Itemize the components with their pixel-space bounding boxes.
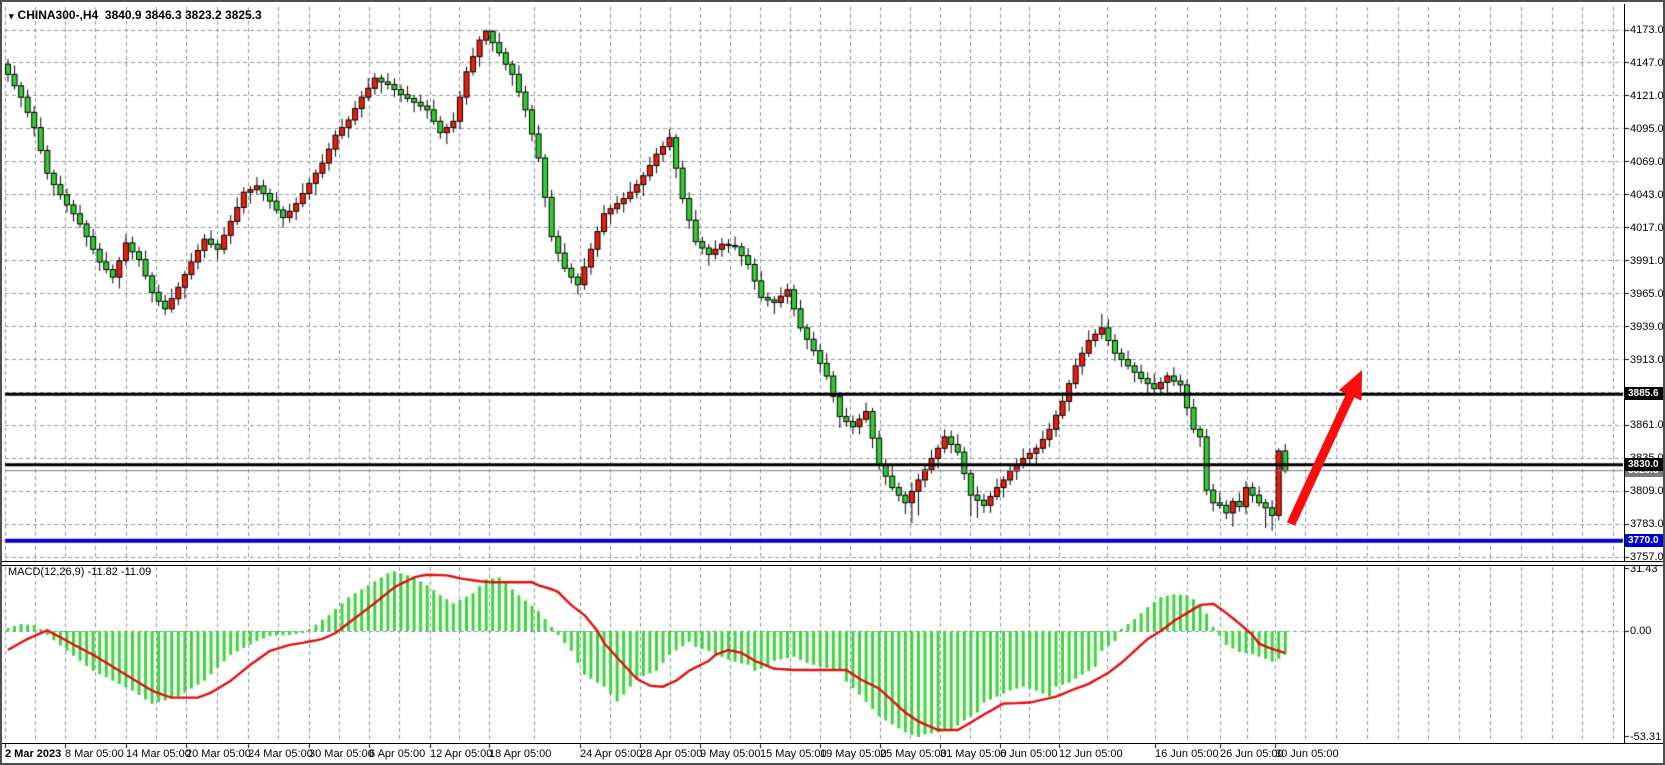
time-axis-label: 16 Jun 05:00 — [1155, 748, 1219, 760]
macd-name: MACD(12,26,9) — [8, 566, 85, 578]
chart-title: ▾ CHINA300-,H4 3840.9 3846.3 3823.2 3825.… — [9, 8, 262, 22]
time-axis-label: 30 Jun 05:00 — [1275, 748, 1339, 760]
symbol-dropdown-icon[interactable]: ▾ — [9, 11, 14, 21]
price-axis-label: 4121.0 — [1630, 89, 1664, 102]
price-axis-border — [1624, 4, 1625, 744]
price-axis-label: 3757.0 — [1630, 551, 1664, 564]
time-axis-label: 6 Apr 05:00 — [369, 748, 426, 760]
price-axis-label: 4069.0 — [1630, 155, 1664, 168]
macd-signal-value: -11.09 — [120, 566, 152, 578]
price-axis-label: 3783.0 — [1630, 518, 1664, 531]
symbol-timeframe-label: CHINA300-,H4 — [17, 8, 99, 22]
time-axis-border — [2, 743, 1663, 744]
price-axis-label: 4173.0 — [1630, 24, 1664, 36]
price-axis-label: 3991.0 — [1630, 254, 1664, 267]
level-badge[interactable]: 3830.0 — [1625, 457, 1663, 471]
macd-axis-label: -53.31 — [1630, 730, 1662, 743]
time-axis-label: 30 Mar 05:00 — [309, 748, 374, 760]
time-axis-label: 2 Mar 2023 — [5, 748, 62, 760]
time-axis-label: 6 Jun 05:00 — [1000, 748, 1058, 760]
price-axis-label: 3861.0 — [1630, 419, 1664, 432]
price-axis-label: 3965.0 — [1630, 287, 1664, 300]
time-axis-label: 18 Apr 05:00 — [489, 748, 552, 760]
macd-indicator-label: MACD(12,26,9) -11.82 -11.09 — [8, 566, 151, 578]
time-axis-label: 19 May 05:00 — [820, 748, 887, 760]
price-axis-label: 3809.0 — [1630, 485, 1664, 498]
time-axis-label: 24 Mar 05:00 — [248, 748, 313, 760]
price-axis-label: 4147.0 — [1630, 56, 1664, 69]
support-badge[interactable]: 3770.0 — [1625, 533, 1663, 547]
macd-axis-label: 0.00 — [1630, 625, 1652, 637]
time-axis-label: 26 Jun 05:00 — [1220, 748, 1284, 760]
pane-separator[interactable] — [2, 561, 1663, 566]
time-axis-label: 14 Mar 05:00 — [126, 748, 191, 760]
time-axis-label: 8 Mar 05:00 — [65, 748, 124, 760]
price-axis-label: 4095.0 — [1630, 122, 1664, 135]
time-axis-label: 12 Apr 05:00 — [430, 748, 493, 760]
time-axis-label: 15 May 05:00 — [760, 748, 827, 760]
ohlc-values: 3840.9 3846.3 3823.2 3825.3 — [104, 8, 262, 22]
macd-main-value: -11.82 — [87, 566, 118, 578]
time-axis-label: 20 Mar 05:00 — [186, 748, 251, 760]
time-axis-label: 9 May 05:00 — [700, 748, 761, 760]
time-axis-label: 25 May 05:00 — [880, 748, 947, 760]
price-axis-label: 3913.0 — [1630, 353, 1664, 366]
time-axis-label: 31 May 05:00 — [940, 748, 1007, 760]
resistance-badge[interactable]: 3885.6 — [1625, 387, 1663, 401]
time-axis-label: 12 Jun 05:00 — [1059, 748, 1123, 760]
time-axis-label: 24 Apr 05:00 — [580, 748, 643, 760]
price-axis-label: 4043.0 — [1630, 188, 1664, 201]
time-axis-label: 28 Apr 05:00 — [640, 748, 703, 760]
price-axis-label: 3939.0 — [1630, 320, 1664, 333]
price-axis-label: 4017.0 — [1630, 221, 1664, 234]
